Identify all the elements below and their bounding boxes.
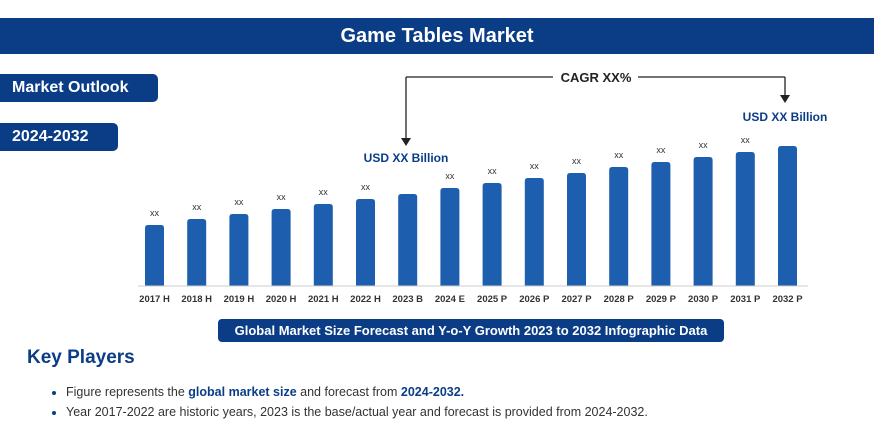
data-label: xx — [277, 192, 287, 202]
notes-list: Figure represents the global market size… — [52, 382, 648, 422]
x-tick-label: 2017 H — [139, 294, 170, 305]
data-label: xx — [361, 182, 371, 192]
x-tick-label: 2024 E — [435, 294, 465, 305]
x-tick-label: 2025 P — [477, 294, 508, 305]
bar-2026-p — [524, 178, 544, 286]
note1-bold-period: 2024-2032. — [400, 385, 465, 399]
note1-prefix: Figure represents the — [66, 385, 189, 399]
bar-2027-p — [567, 173, 586, 286]
data-label: xx — [445, 171, 455, 181]
bar-2023-b — [398, 194, 418, 286]
data-label: xx — [656, 145, 666, 155]
bar-2021-h — [313, 204, 333, 286]
bars-group — [145, 146, 797, 286]
x-tick-label: 2026 P — [519, 294, 550, 305]
bar-2029-p — [651, 162, 671, 286]
x-tick-label: 2029 P — [646, 294, 677, 305]
chart-title: Game Tables Market — [0, 18, 874, 54]
x-tick-labels-group: 2017 H 2018 H 2019 H 2020 H 2021 H 2022 H 2023… — [139, 294, 803, 305]
data-label: xx — [234, 197, 244, 207]
bar-2017-h — [145, 225, 164, 286]
x-tick-label: 2027 P — [561, 294, 592, 305]
data-label: xx — [488, 166, 498, 176]
note-item: Figure represents the global market size… — [66, 382, 648, 402]
data-label: xx — [192, 202, 202, 212]
x-tick-label: 2031 P — [730, 294, 761, 305]
data-label: xx — [741, 135, 751, 145]
chart-caption: Global Market Size Forecast and Y-o-Y Gr… — [218, 319, 724, 342]
bar-2025-p — [482, 183, 502, 286]
bar-2032-p — [778, 146, 797, 286]
x-tick-label: 2023 B — [392, 294, 423, 305]
bar-2030-p — [693, 157, 713, 286]
end-value-label: USD XX Billion — [743, 110, 828, 124]
data-label: xx — [572, 156, 582, 166]
data-label: xx — [530, 161, 540, 171]
x-tick-label: 2022 H — [350, 294, 381, 305]
data-label: xx — [699, 140, 709, 150]
x-tick-label: 2021 H — [308, 294, 339, 305]
bar-2019-h — [229, 214, 249, 286]
note-item: Year 2017-2022 are historic years, 2023 … — [66, 402, 648, 422]
start-value-label: USD XX Billion — [364, 151, 449, 165]
x-tick-label: 2020 H — [266, 294, 297, 305]
bar-2020-h — [271, 209, 291, 286]
bar-2024-e — [440, 188, 460, 286]
cagr-arrow-left-head — [401, 138, 411, 146]
data-label: xx — [319, 187, 329, 197]
x-tick-label: 2019 H — [224, 294, 255, 305]
bar-2018-h — [187, 219, 207, 286]
bar-2031-p — [735, 152, 755, 286]
bar-2028-p — [609, 167, 629, 286]
bar-chart: xx xx xx xx xx xx xx xx xx xx xx xx xx xx 2017 H 2018 … — [138, 70, 828, 305]
cagr-arrow-right-head — [780, 95, 790, 103]
market-outlook-badge: Market Outlook — [0, 74, 158, 102]
data-label: xx — [150, 208, 160, 218]
period-badge: 2024-2032 — [0, 123, 118, 151]
note1-middle: and forecast from — [296, 385, 401, 399]
data-label: xx — [614, 150, 624, 160]
key-players-heading: Key Players — [27, 347, 135, 368]
note1-bold-market-size: global market size — [188, 385, 297, 399]
x-tick-label: 2018 H — [181, 294, 212, 305]
x-tick-label: 2032 P — [772, 294, 803, 305]
x-tick-label: 2028 P — [604, 294, 635, 305]
cagr-label: CAGR XX% — [561, 70, 632, 85]
x-tick-label: 2030 P — [688, 294, 719, 305]
bar-2022-h — [356, 199, 375, 286]
data-labels-group: xx xx xx xx xx xx xx xx xx xx xx xx xx xx — [150, 135, 750, 218]
